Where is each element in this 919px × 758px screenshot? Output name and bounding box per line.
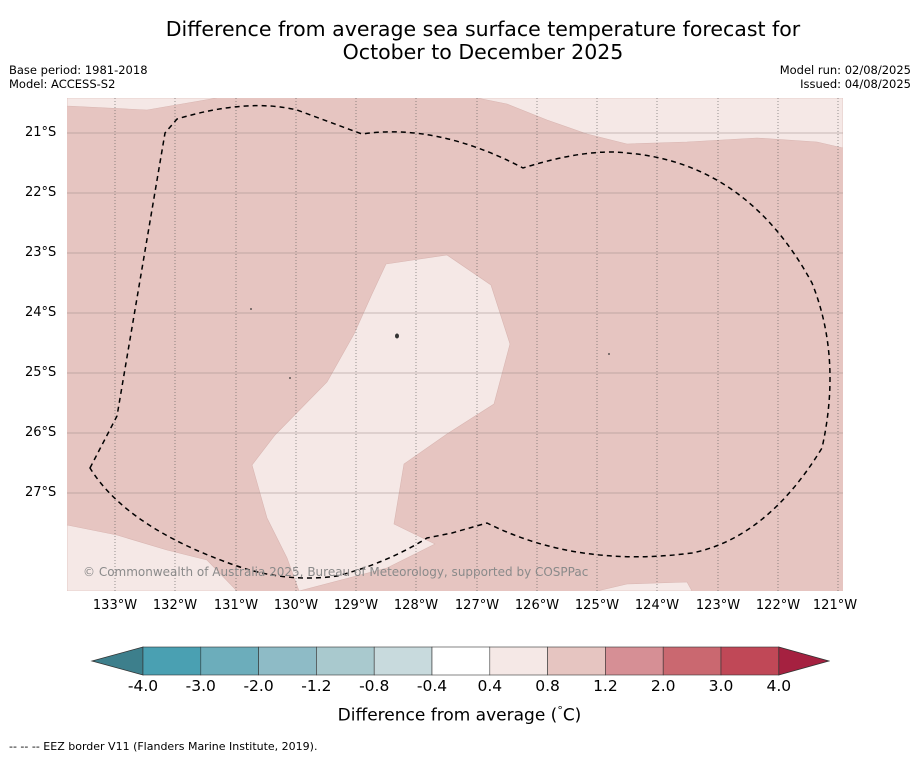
- colorbar-segment: [489, 646, 548, 676]
- island: [250, 308, 252, 310]
- colorbar-tick-label: -0.8: [359, 677, 390, 695]
- copyright-notice: © Commonwealth of Australia 2025, Bureau…: [83, 565, 589, 579]
- colorbar-segment: [720, 646, 780, 676]
- colorbar-tick-label: 3.0: [708, 677, 734, 695]
- colorbar-tick-label: 0.4: [477, 677, 503, 695]
- lat-label: 22°S: [25, 185, 57, 200]
- colorbar-segment: [142, 646, 202, 676]
- colorbar-label-unit: C): [562, 705, 582, 726]
- colorbar-tick-label: -4.0: [127, 677, 159, 695]
- longitude-gridlines: [114, 98, 839, 591]
- base-period: Base period: 1981-2018: [9, 63, 148, 77]
- lon-label: 122°W: [755, 598, 801, 613]
- lon-label: 133°W: [92, 598, 138, 613]
- lat-label: 27°S: [25, 485, 57, 500]
- lon-label: 130°W: [273, 598, 319, 613]
- colorbar-label-text: Difference from average (: [337, 705, 558, 726]
- lat-label: 25°S: [25, 365, 57, 380]
- lat-label: 21°S: [25, 125, 57, 140]
- colorbar-segment: [605, 646, 664, 676]
- lon-label: 131°W: [213, 598, 259, 613]
- eez-footnote: -- -- -- EEZ border V11 (Flanders Marine…: [9, 740, 318, 753]
- colorbar-segment: [316, 646, 375, 676]
- colorbar-segment: [258, 646, 317, 676]
- colorbar-segment: [662, 646, 722, 676]
- anomaly-band-04-08-center: [251, 254, 511, 591]
- lon-label: 121°W: [812, 598, 858, 613]
- colorbar: [90, 646, 830, 676]
- colorbar-label: Difference from average (°C): [0, 704, 919, 726]
- lon-label: 128°W: [393, 598, 439, 613]
- anomaly-band-04-08-ne: [476, 98, 843, 149]
- lon-label: 125°W: [574, 598, 620, 613]
- colorbar-tick-label: 1.2: [593, 677, 618, 695]
- model-name: Model: ACCESS-S2: [9, 77, 116, 91]
- island: [289, 377, 291, 379]
- eez-border: [89, 104, 831, 579]
- colorbar-tick-label: 0.8: [535, 677, 560, 695]
- island: [395, 333, 399, 339]
- meta-left: Base period: 1981-2018 Model: ACCESS-S2: [9, 63, 148, 91]
- colorbar-tick-label: -1.2: [301, 677, 332, 695]
- lon-label: 123°W: [695, 598, 741, 613]
- title-line-1: Difference from average sea surface temp…: [165, 17, 801, 41]
- title-line-2: October to December 2025: [342, 40, 624, 64]
- colorbar-segment: [373, 646, 433, 676]
- lon-label: 127°W: [454, 598, 500, 613]
- lat-label: 23°S: [25, 245, 57, 260]
- anomaly-band-04-08-top: [67, 98, 218, 111]
- colorbar-segment: [547, 646, 606, 676]
- island: [608, 353, 610, 355]
- lat-label: 26°S: [25, 425, 57, 440]
- lon-label: 124°W: [634, 598, 680, 613]
- colorbar-extend-high: [778, 646, 830, 676]
- anomaly-band-04-08-se: [596, 581, 693, 591]
- degree-symbol: °: [557, 704, 563, 717]
- lon-label: 132°W: [152, 598, 198, 613]
- issued-date: Issued: 04/08/2025: [800, 77, 911, 91]
- map-title: Difference from average sea surface temp…: [0, 18, 919, 64]
- colorbar-tick-label: -3.0: [185, 677, 216, 695]
- latitude-gridlines: [67, 132, 843, 494]
- meta-right: Model run: 02/08/2025 Issued: 04/08/2025: [780, 63, 911, 91]
- colorbar-tick-label: 2.0: [650, 677, 676, 695]
- colorbar-segment: [200, 646, 259, 676]
- map-panel: [67, 98, 843, 591]
- colorbar-tick-label: -2.0: [243, 677, 274, 695]
- lon-label: 129°W: [333, 598, 379, 613]
- colorbar-tick-label: 4.0: [766, 677, 792, 695]
- lat-label: 24°S: [25, 305, 57, 320]
- lon-label: 126°W: [514, 598, 560, 613]
- model-run: Model run: 02/08/2025: [779, 63, 911, 77]
- anomaly-band-04-08-sw: [67, 524, 238, 591]
- colorbar-tick-label: -0.4: [416, 677, 448, 695]
- colorbar-segment: [431, 646, 491, 676]
- colorbar-extend-low: [90, 646, 144, 676]
